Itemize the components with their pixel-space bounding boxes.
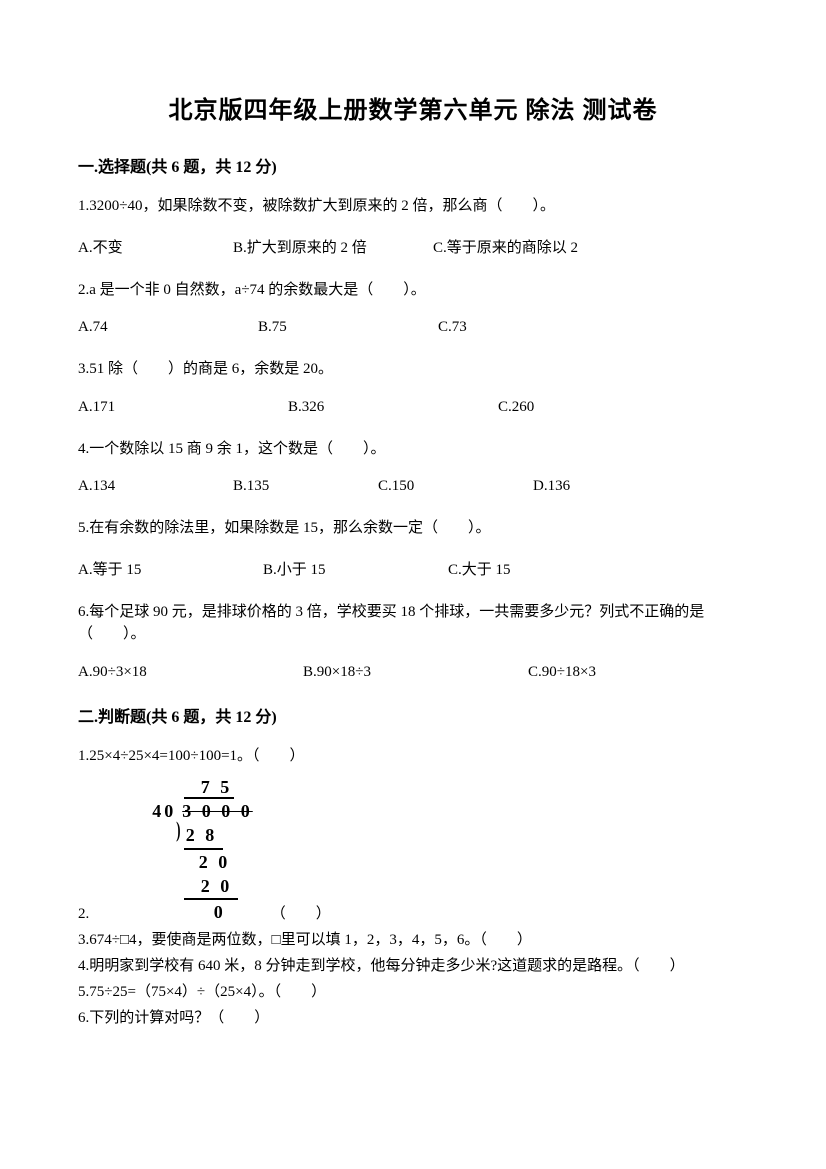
q1-opt-c: C.等于原来的商除以 2 (433, 236, 613, 257)
longdiv-remainder: 40 0 (152, 900, 253, 924)
q6-options: A.90÷3×18 B.90×18÷3 C.90÷18×3 (78, 664, 748, 681)
q2-opt-a: A.74 (78, 319, 258, 336)
long-division-diagram: 40 7 5 403 0 0 0 40 2 8 40 2 0 40 2 0 40… (152, 775, 253, 925)
q3-options: A.171 B.326 C.260 (78, 399, 748, 416)
q4-opt-a: A.134 (78, 478, 233, 495)
tf-q4: 4.明明家到学校有 640 米，8 分钟走到学校，他每分钟走多少米?这道题求的是… (78, 955, 748, 978)
tf-q3: 3.674÷□4，要使商是两位数，□里可以填 1，2，3，4，5，6。（ ） (78, 929, 748, 952)
q3-opt-c: C.260 (498, 399, 678, 416)
q4-opt-c: C.150 (378, 478, 533, 495)
q1-opt-b: B.扩大到原来的 2 倍 (233, 236, 433, 257)
section1-header: 一.选择题(共 6 题，共 12 分) (78, 153, 748, 177)
longdiv-sub1: 40 2 8 (152, 823, 253, 849)
q1-opt-a: A.不变 (78, 236, 233, 257)
q5-opt-b: B.小于 15 (263, 558, 448, 579)
q6-opt-a: A.90÷3×18 (78, 664, 303, 681)
q4-text: 4.一个数除以 15 商 9 余 1，这个数是（ ）。 (78, 438, 748, 461)
q6-opt-c: C.90÷18×3 (528, 664, 708, 681)
q5-opt-c: C.大于 15 (448, 558, 628, 579)
q5-opt-a: A.等于 15 (78, 558, 263, 579)
longdiv-quotient: 40 7 5 (152, 775, 253, 799)
longdiv-divisor-dividend: 403 0 0 0 (152, 799, 253, 823)
q4-opt-d: D.136 (533, 478, 653, 495)
q3-text: 3.51 除（ ）的商是 6，余数是 20。 (78, 358, 748, 381)
q6-opt-b: B.90×18÷3 (303, 664, 528, 681)
q5-options: A.等于 15 B.小于 15 C.大于 15 (78, 558, 748, 579)
q4-opt-b: B.135 (233, 478, 378, 495)
longdiv-bring1: 40 2 0 (152, 850, 253, 874)
q2-text: 2.a 是一个非 0 自然数，a÷74 的余数最大是（ ）。 (78, 279, 748, 302)
q5-text: 5.在有余数的除法里，如果除数是 15，那么余数一定（ ）。 (78, 517, 748, 540)
section2-header: 二.判断题(共 6 题，共 12 分) (78, 703, 748, 727)
tf-q2-wrapper: 2. 40 7 5 403 0 0 0 40 2 8 40 2 0 40 2 0… (78, 771, 748, 929)
tf-q5: 5.75÷25=（75×4）÷（25×4）。（ ） (78, 981, 748, 1004)
q3-opt-b: B.326 (288, 399, 498, 416)
page-title: 北京版四年级上册数学第六单元 除法 测试卷 (78, 90, 748, 125)
q1-options: A.不变 B.扩大到原来的 2 倍 C.等于原来的商除以 2 (78, 236, 748, 257)
longdiv-sub2: 40 2 0 (152, 874, 253, 900)
tf-q2-num: 2. (78, 906, 89, 923)
q2-opt-b: B.75 (258, 319, 438, 336)
q2-opt-c: C.73 (438, 319, 618, 336)
q1-text: 1.3200÷40，如果除数不变，被除数扩大到原来的 2 倍，那么商（ ）。 (78, 195, 748, 218)
q6-text: 6.每个足球 90 元，是排球价格的 3 倍，学校要买 18 个排球，一共需要多… (78, 601, 748, 646)
tf-q6: 6.下列的计算对吗？（ ） (78, 1007, 748, 1030)
q4-options: A.134 B.135 C.150 D.136 (78, 478, 748, 495)
q2-options: A.74 B.75 C.73 (78, 319, 748, 336)
tf-q1: 1.25×4÷25×4=100÷100=1。（ ） (78, 745, 748, 768)
tf-q2-paren: （ ） (271, 902, 331, 923)
q3-opt-a: A.171 (78, 399, 288, 416)
